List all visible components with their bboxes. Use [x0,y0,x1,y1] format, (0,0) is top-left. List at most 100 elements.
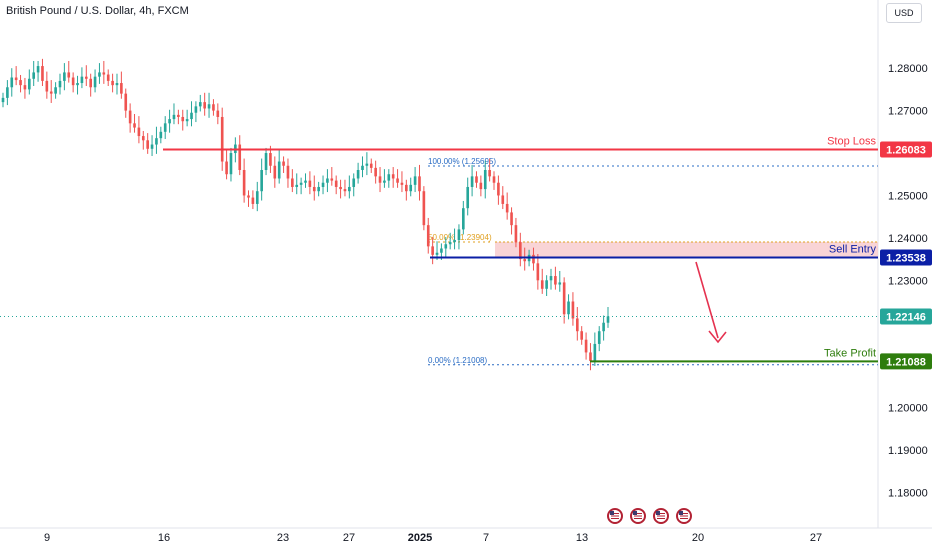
candle-body [334,180,338,187]
candle-body [312,186,316,192]
candle-body [409,184,413,192]
candle-body [207,104,211,109]
flag-canton [656,511,660,515]
candle-body [203,102,206,109]
candle-body [54,87,57,94]
candle-body [558,282,562,285]
grid [0,0,932,529]
candle-body [396,178,399,183]
candle-body [27,78,31,90]
candle-body [299,182,303,185]
trade-levels: Stop Loss 1.26083 Sell Entry 1.23538 Take Pr… [0,136,932,370]
candle-body [102,72,106,75]
flag-canton [610,511,614,515]
level-price-label: 1.23538 [886,252,926,264]
level-price-tag [880,249,932,266]
candle-body [264,153,268,170]
candle-body [589,352,592,361]
candle-body [172,114,176,120]
candle-body [41,66,44,81]
candle-body [488,170,491,177]
candle-body [45,80,49,92]
candle-body [190,112,193,120]
economic-events [607,508,692,524]
candle-body [387,174,391,181]
candle-body [225,161,228,175]
time-tick-label: 27 [810,532,822,544]
candle-body [1,97,5,103]
candle-body [492,176,496,183]
candle-body [339,186,342,190]
candle-body [124,93,128,111]
candle-body [554,276,557,285]
candle-body [67,72,71,78]
level-price-label: 1.26083 [886,145,926,157]
candle-body [63,72,66,81]
candle-body [111,80,114,86]
candle-body [80,76,84,84]
level-price-label: 1.21088 [886,356,926,368]
candle-body [431,246,434,255]
candle-body [98,72,101,77]
sell-zone [495,241,878,258]
time-tick-label: 23 [277,532,289,544]
candle-body [523,259,527,262]
candle-body [571,301,575,319]
candle-body [497,182,500,196]
fib-label: 0.00% (1.21008) [428,356,487,365]
candle-body [133,123,136,128]
candle-body [466,186,470,209]
currency-button[interactable]: USD [886,3,922,23]
arrow-head [708,330,727,344]
candle-body [483,170,487,190]
candle-body [260,170,263,192]
candle-body [304,180,307,183]
candle-body [606,316,610,323]
candle-body [479,182,483,190]
candle-body [374,167,377,177]
candle-body [575,318,579,332]
time-tick-label: 2025 [408,532,432,544]
fib-label: 100.00% (1.25695) [428,157,496,166]
candle-body [198,102,202,107]
candle-body [418,176,421,192]
candle-body [269,153,272,166]
candle-body [291,178,294,187]
sell-zone-rect [495,241,878,258]
candle-body [19,80,22,86]
candle-body [242,170,246,196]
candle-body [181,116,185,122]
candle-body [295,184,299,187]
candle-body [562,282,566,315]
candle-body [321,182,325,187]
candle-body [146,140,149,149]
candle-body [76,83,79,86]
candle-body [580,331,584,340]
time-tick-label: 16 [158,532,170,544]
candle-body [356,170,360,179]
price-tick-label: 1.19000 [888,445,928,457]
candle-body [115,83,119,86]
level-name: Take Profit [824,347,876,359]
candle-body [14,77,18,81]
flag-canton [633,511,637,515]
candle-body [159,131,163,139]
candle-body [435,252,439,255]
candle-body [168,119,171,124]
price-tick-label: 1.18000 [888,487,928,499]
candle-body [106,74,110,81]
flag-canton [679,511,683,515]
candle-body [6,87,9,98]
time-tick-label: 20 [692,532,704,544]
candle-body [330,178,334,181]
level-price-tag [880,353,932,370]
candle-body [141,136,145,141]
candle-body [514,225,518,243]
candle-body [444,244,448,249]
candle-body [286,165,290,179]
price-axis: 1.28000 1.27000 1.25000 1.24000 1.23000 1.200… [888,63,928,499]
arrow-shaft [695,261,719,339]
target-arrow-icon [695,261,727,344]
candle-body [361,165,364,170]
